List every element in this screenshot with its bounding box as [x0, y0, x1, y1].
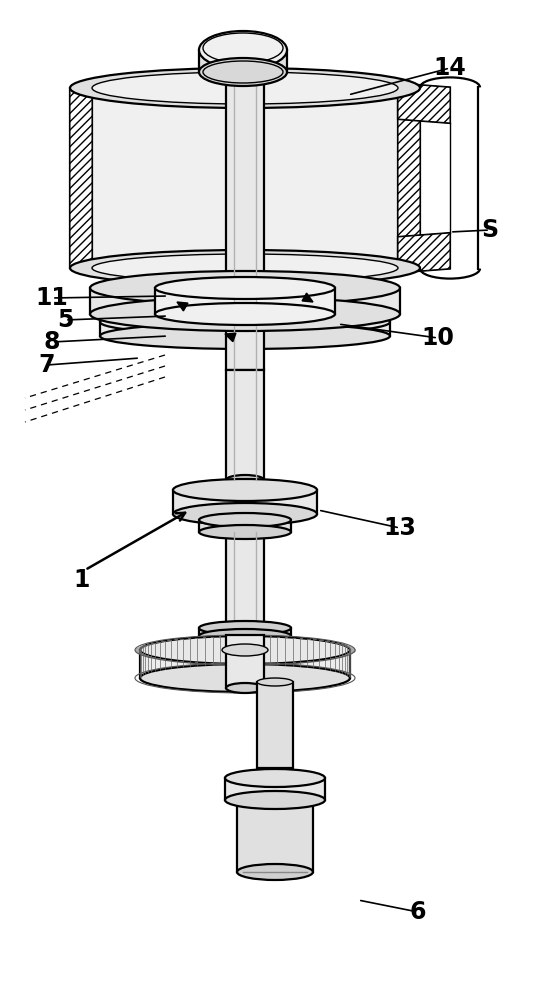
Polygon shape [199, 628, 291, 636]
Ellipse shape [225, 769, 325, 787]
Polygon shape [237, 800, 313, 872]
Polygon shape [70, 84, 92, 272]
Polygon shape [90, 288, 400, 314]
Ellipse shape [199, 525, 291, 539]
Ellipse shape [140, 664, 350, 692]
Polygon shape [155, 288, 335, 314]
Text: 5: 5 [57, 308, 73, 332]
Ellipse shape [225, 791, 325, 809]
Polygon shape [398, 83, 450, 123]
Ellipse shape [237, 864, 313, 880]
Ellipse shape [92, 72, 398, 104]
Ellipse shape [199, 513, 291, 527]
Text: 8: 8 [44, 330, 60, 354]
Polygon shape [398, 233, 450, 273]
Polygon shape [225, 778, 325, 800]
Ellipse shape [173, 479, 317, 501]
Text: 10: 10 [421, 326, 454, 350]
Polygon shape [70, 84, 92, 272]
Text: 11: 11 [36, 286, 68, 310]
Ellipse shape [155, 303, 335, 325]
Polygon shape [140, 650, 350, 678]
Ellipse shape [70, 68, 420, 108]
Polygon shape [398, 84, 420, 272]
Polygon shape [257, 682, 293, 768]
Ellipse shape [100, 323, 390, 349]
Polygon shape [100, 322, 390, 336]
Ellipse shape [226, 683, 264, 693]
Polygon shape [92, 84, 398, 272]
Ellipse shape [173, 503, 317, 525]
Ellipse shape [70, 250, 420, 286]
Text: 6: 6 [410, 900, 426, 924]
Text: 13: 13 [384, 516, 417, 540]
Polygon shape [398, 83, 450, 123]
Polygon shape [199, 520, 291, 532]
Ellipse shape [140, 636, 350, 664]
Polygon shape [225, 333, 236, 342]
Ellipse shape [199, 629, 291, 643]
Ellipse shape [199, 58, 287, 86]
Polygon shape [226, 635, 264, 688]
Polygon shape [199, 50, 287, 72]
Polygon shape [398, 84, 420, 272]
Text: 7: 7 [39, 353, 56, 377]
Ellipse shape [199, 31, 287, 69]
Polygon shape [177, 302, 188, 311]
Polygon shape [226, 60, 264, 370]
Ellipse shape [155, 277, 335, 299]
Text: 14: 14 [433, 56, 466, 80]
Ellipse shape [92, 254, 398, 282]
Ellipse shape [90, 271, 400, 305]
Ellipse shape [90, 297, 400, 331]
Polygon shape [226, 532, 264, 635]
Text: 1: 1 [74, 568, 90, 592]
Text: S: S [481, 218, 499, 242]
Ellipse shape [199, 621, 291, 635]
Ellipse shape [257, 678, 293, 686]
Polygon shape [302, 293, 313, 302]
Polygon shape [398, 233, 450, 273]
Ellipse shape [226, 475, 264, 485]
Ellipse shape [100, 309, 390, 335]
Polygon shape [226, 370, 264, 480]
Polygon shape [173, 490, 317, 514]
Ellipse shape [222, 644, 268, 656]
